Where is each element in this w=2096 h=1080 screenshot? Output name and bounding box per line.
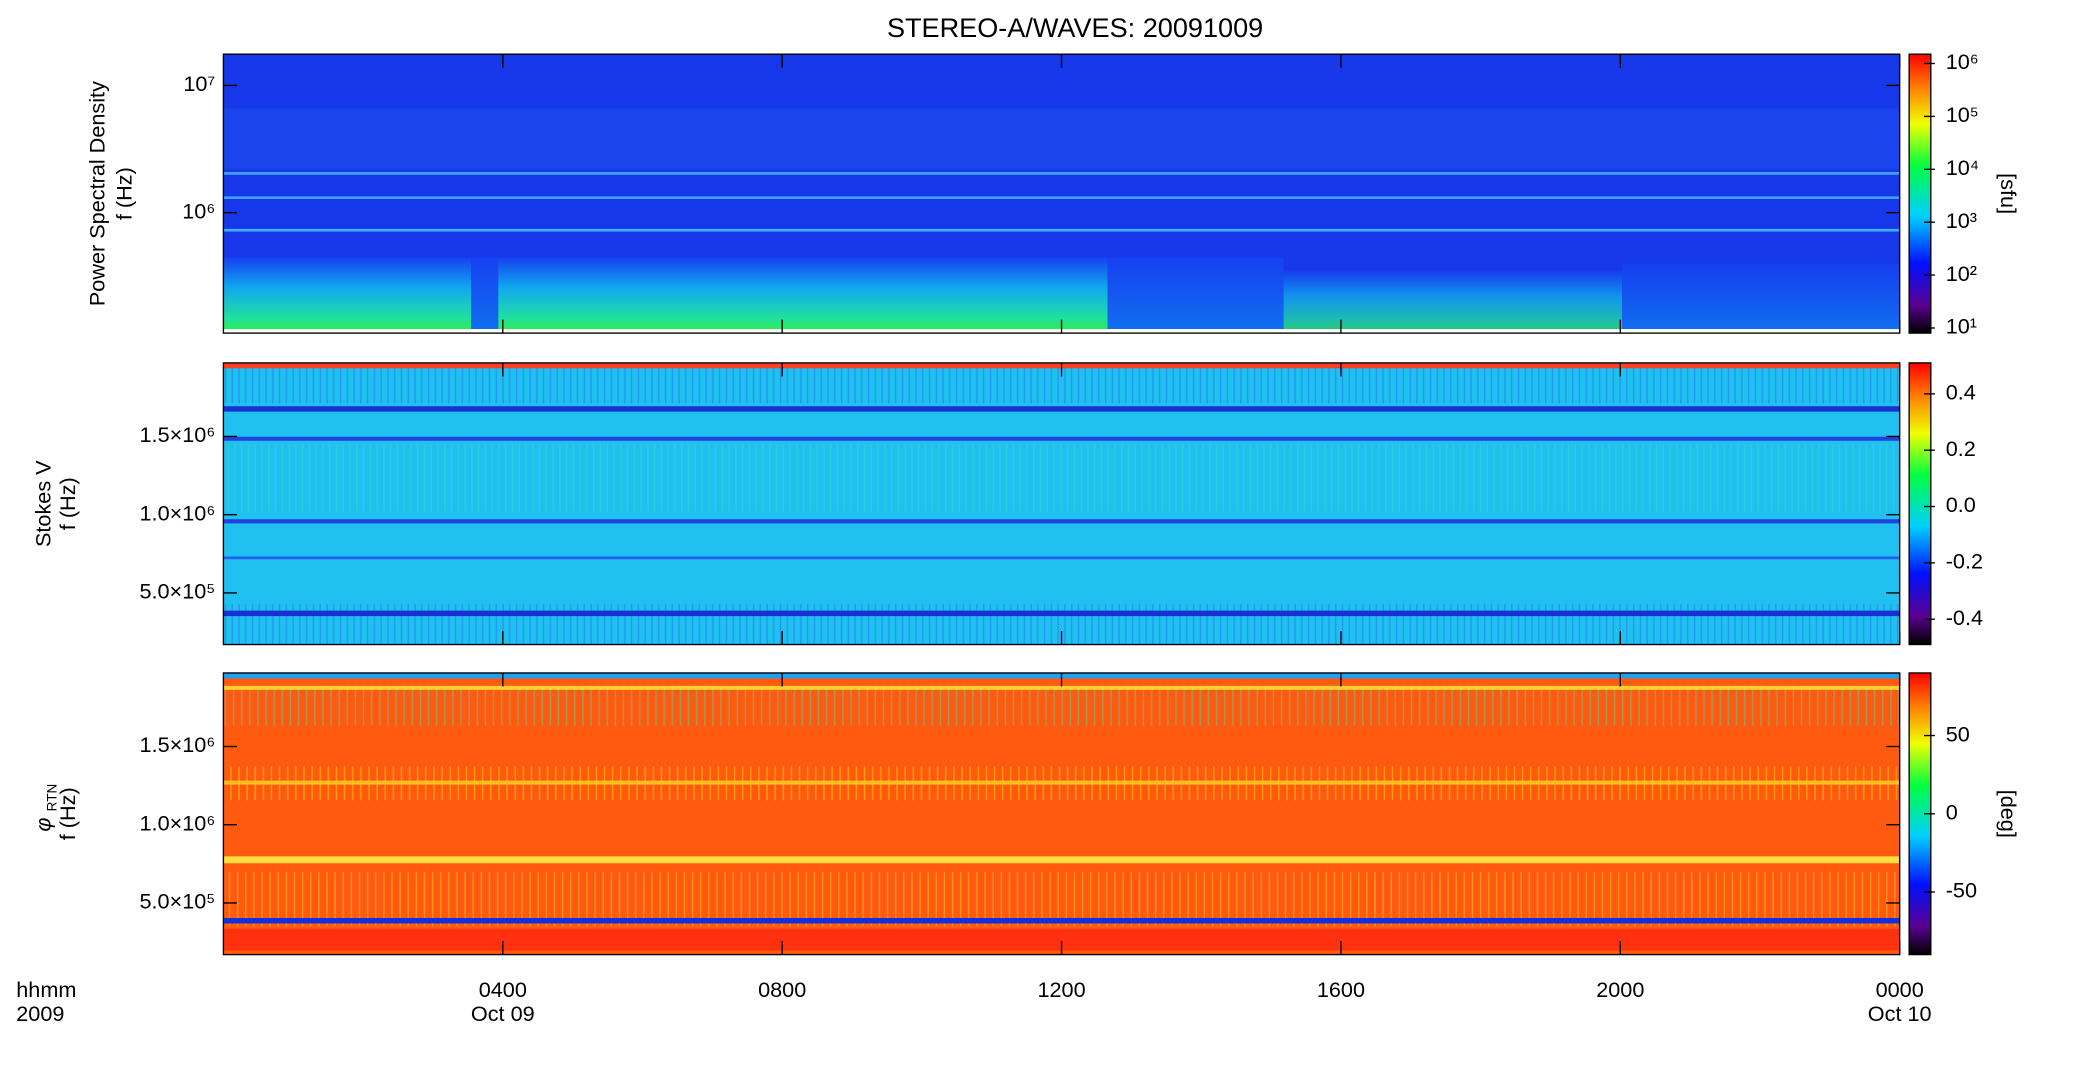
colorbar-tick-label: 0	[1946, 799, 1958, 824]
y-tick-label: 1.0×10⁶	[140, 810, 216, 835]
x-axis-label: 2009	[16, 1001, 64, 1026]
x-tick-date: Oct 09	[471, 1001, 535, 1026]
x-tick-label: 1200	[1037, 977, 1085, 1002]
colorbar-tick-label: 10⁴	[1946, 155, 1979, 180]
colorbar-tick-label: 0.2	[1946, 436, 1976, 461]
y-axis-label: φ	[30, 818, 55, 832]
colorbar-label: [deg]	[1996, 790, 2021, 838]
y-axis-label: f (Hz)	[55, 787, 80, 840]
colorbar	[1908, 362, 1932, 646]
colorbar-label: [sfu]	[1996, 173, 2021, 214]
x-tick-label: 0400	[479, 977, 527, 1002]
colorbar-tick-label: 10¹	[1946, 314, 1977, 339]
x-tick-label: 2000	[1596, 977, 1644, 1002]
y-axis-label: Stokes V	[30, 460, 55, 547]
x-tick-label: 1600	[1317, 977, 1365, 1002]
y-tick-label: 1.5×10⁶	[140, 732, 216, 757]
y-axis-label: f (Hz)	[112, 167, 137, 220]
colorbar-tick-label: 0.4	[1946, 380, 1976, 405]
colorbar-tick-label: 10⁵	[1946, 102, 1979, 127]
x-tick-label: 0800	[758, 977, 806, 1002]
colorbar-tick-label: -0.2	[1946, 549, 1983, 574]
y-tick-label: 10⁶	[182, 198, 215, 223]
colorbar-tick-label: 50	[1946, 721, 1970, 746]
y-axis-label: f (Hz)	[55, 477, 80, 530]
colorbar-tick-label: 10²	[1946, 261, 1977, 286]
x-tick-label: 0000	[1876, 977, 1924, 1002]
spectrogram-image	[223, 362, 1900, 645]
spectrogram-image	[223, 672, 1900, 955]
x-axis-label: hhmm	[16, 977, 76, 1002]
y-axis-label-subscript: RTN	[44, 784, 59, 812]
y-tick-label: 5.0×10⁵	[139, 579, 215, 604]
y-tick-label: 5.0×10⁵	[139, 889, 215, 914]
x-tick-date: Oct 10	[1868, 1001, 1932, 1026]
colorbar-tick-label: -50	[1946, 878, 1977, 903]
chart-title: STEREO-A/WAVES: 20091009	[887, 12, 1263, 43]
colorbar-tick-label: 10⁶	[1946, 49, 1979, 74]
y-tick-label: 1.5×10⁶	[140, 422, 216, 447]
spectrogram-image	[223, 54, 1900, 334]
y-axis-label: Power Spectral Density	[85, 81, 110, 306]
y-tick-label: 1.0×10⁶	[140, 500, 216, 525]
colorbar	[1908, 53, 1932, 334]
y-tick-label: 10⁷	[183, 71, 215, 96]
colorbar-tick-label: 10³	[1946, 208, 1977, 233]
colorbar-tick-label: -0.4	[1946, 605, 1983, 630]
colorbar-tick-label: 0.0	[1946, 492, 1976, 517]
